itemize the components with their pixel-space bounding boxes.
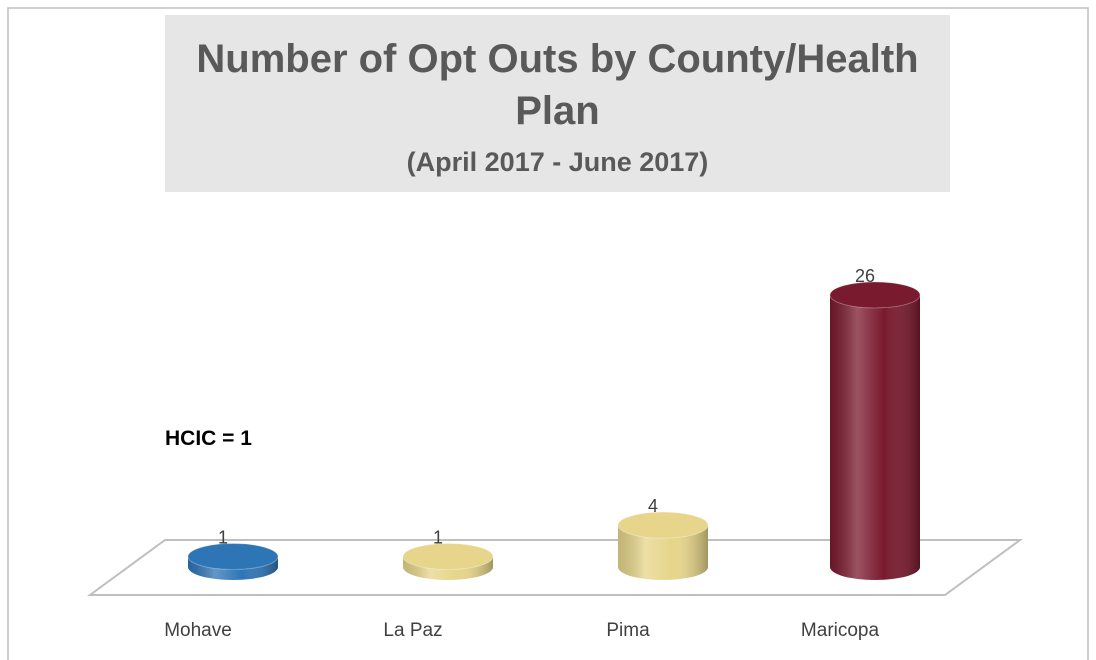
cylinder-top	[402, 543, 494, 571]
x-tick-label: Maricopa	[801, 620, 880, 641]
cylinder	[402, 543, 494, 580]
annotation: HCIC = 1	[165, 427, 252, 450]
cylinder	[829, 281, 921, 580]
cylinder-shade	[188, 556, 278, 580]
chart-subtitle: (April 2017 - June 2017)	[406, 147, 709, 177]
x-tick-label: Mohave	[164, 620, 232, 641]
data-label: 4	[648, 496, 658, 516]
cylinder	[187, 543, 279, 580]
cylinder-top	[617, 511, 709, 539]
data-label: 1	[218, 527, 228, 547]
cylinder-shade	[830, 295, 920, 580]
cylinder	[617, 511, 709, 580]
cylinder-shade	[403, 556, 493, 580]
cylinder-shade	[618, 525, 708, 580]
title-box: Number of Opt Outs by County/Health Plan…	[165, 15, 950, 192]
data-label: 26	[855, 266, 875, 286]
data-label: 1	[433, 527, 443, 547]
cylinder-top	[187, 543, 279, 571]
x-tick-label: La Paz	[383, 620, 442, 641]
cylinder-top	[829, 281, 921, 309]
chart-title: Number of Opt Outs by County/Health Plan	[196, 37, 919, 133]
x-tick-label: Pima	[606, 620, 650, 641]
chart-border	[7, 7, 1089, 660]
floor	[86, 539, 1024, 596]
